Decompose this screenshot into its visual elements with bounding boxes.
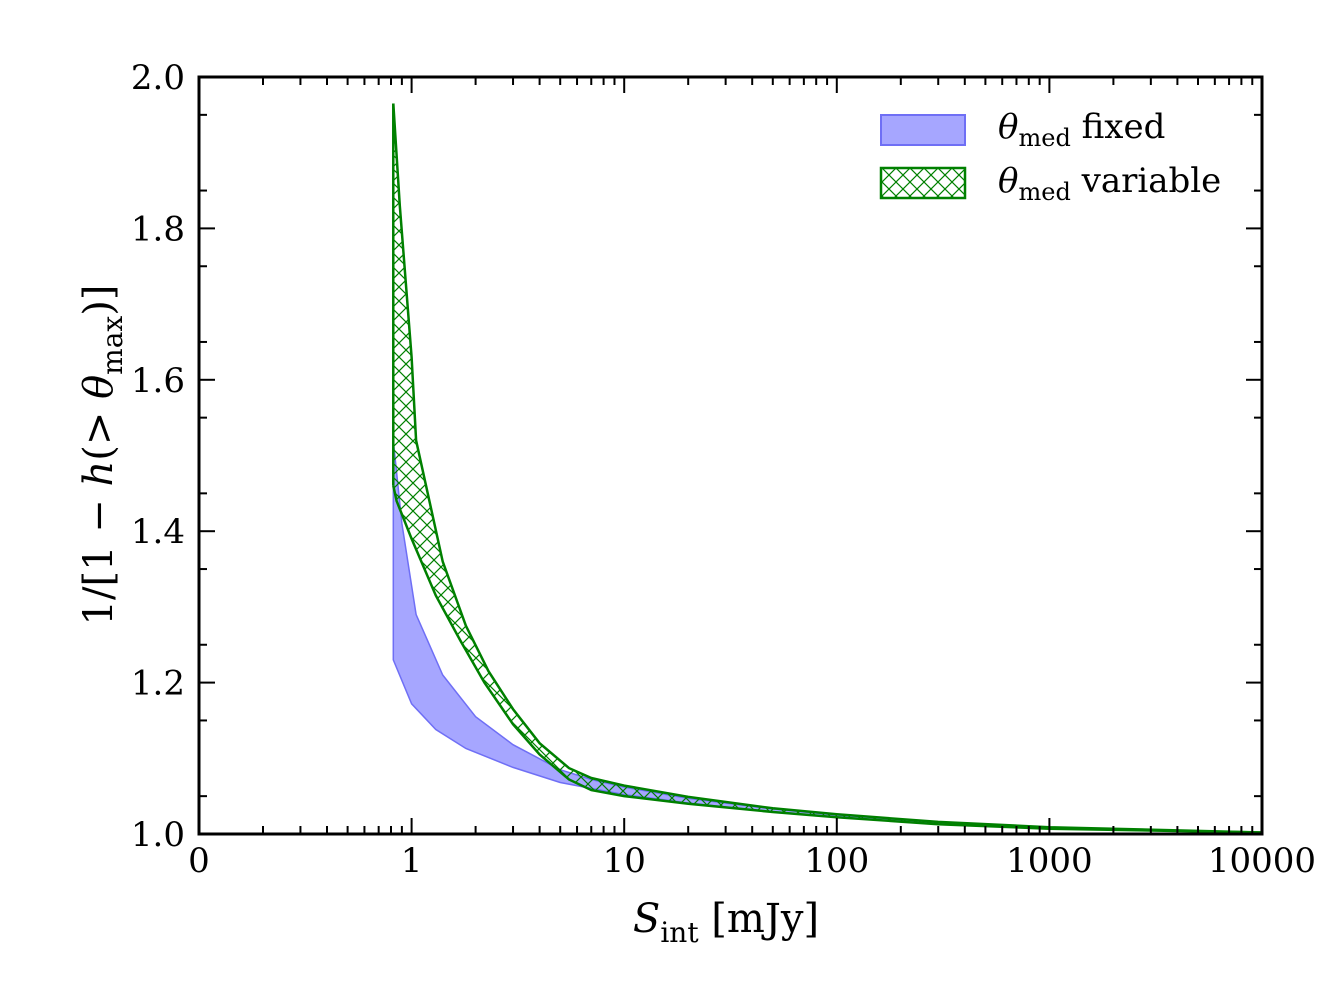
y-tick-label: 1.4 [131, 512, 185, 552]
band-fixed [392, 440, 1262, 834]
y-tick-label: 1.2 [131, 664, 185, 704]
x-tick-label: 1 [401, 841, 423, 881]
x-tick-label: 1000 [1006, 841, 1093, 881]
legend-swatch-fixed [880, 114, 966, 146]
y-tick-label: 2.0 [131, 58, 185, 98]
legend-swatch-variable [879, 166, 967, 200]
legend: θmed fixed θmed variable [879, 107, 1221, 206]
x-axis-title: Sint [mJy] [633, 896, 819, 949]
plot-frame [197, 75, 1264, 836]
x-tick-label: 10 [603, 841, 646, 881]
legend-label-variable: θmed variable [998, 161, 1221, 206]
x-tick-label: 100 [804, 841, 869, 881]
x-tick-label: 0 [188, 841, 210, 881]
y-tick-label: 1.0 [131, 815, 185, 855]
band-variable-upper-line [392, 103, 1262, 834]
series-layer [392, 103, 1262, 834]
y-tick-label: 1.8 [131, 209, 185, 249]
legend-label-fixed: θmed fixed [998, 107, 1165, 152]
x-tick-label: 10000 [1208, 841, 1316, 881]
y-axis-title: 1/[1 − h(> θmax)] [76, 285, 129, 626]
band-variable-lower-line [392, 485, 1262, 834]
y-tick-label: 1.6 [131, 361, 185, 401]
ticks-layer: 0 1 10 100 1000 10000 1.0 1.2 1.4 1.6 1.8 2.0 [131, 58, 1316, 881]
